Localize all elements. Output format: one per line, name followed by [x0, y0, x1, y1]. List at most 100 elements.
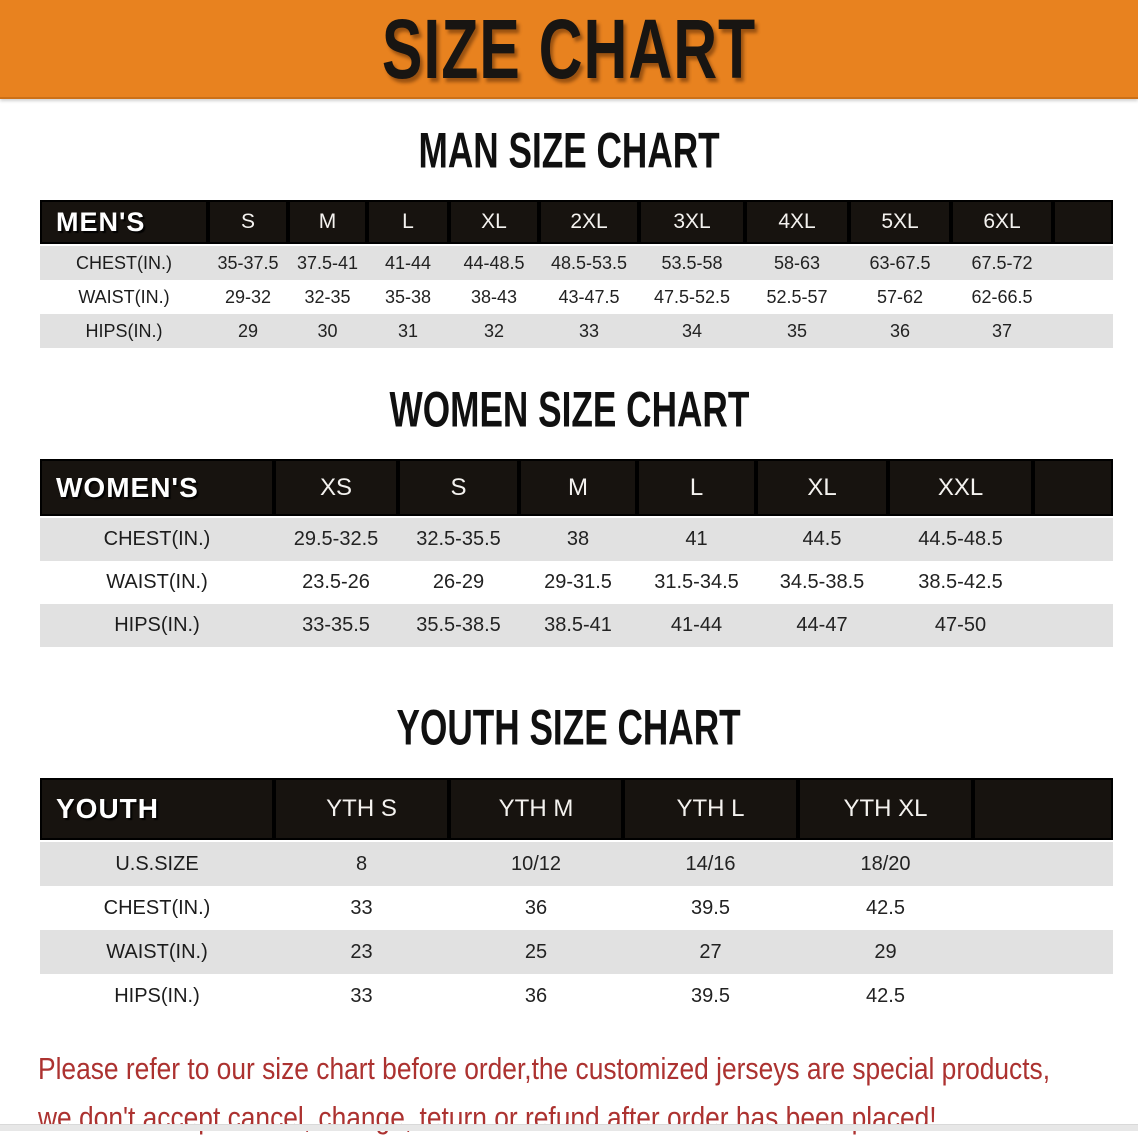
size-cell: 34.5-38.5	[756, 561, 888, 604]
size-column-header: 2XL	[539, 200, 639, 245]
size-column-header: M	[288, 200, 367, 245]
size-cell: 33	[539, 314, 639, 348]
women-size-table-section: WOMEN'S XS S M L XL XXL CHEST(IN.) 29.5-32.5 32.…	[0, 459, 1138, 647]
disclaimer-line-2: we don't accept cancel, change, teturn o…	[38, 1100, 937, 1135]
size-column-header: YTH L	[623, 778, 798, 841]
size-column-header: L	[637, 459, 756, 517]
size-cell: 32	[449, 314, 539, 348]
size-cell: 42.5	[798, 974, 973, 1018]
size-column-header: XL	[449, 200, 539, 245]
size-cell: 29	[798, 930, 973, 974]
row-label: WAIST(IN.)	[40, 280, 208, 314]
spacer-cell	[1053, 314, 1113, 348]
size-column-header: M	[519, 459, 637, 517]
spacer-cell	[1033, 561, 1113, 604]
size-column-header: XS	[274, 459, 398, 517]
size-cell: 32.5-35.5	[398, 516, 519, 561]
women-size-chart-heading: WOMEN SIZE CHART	[389, 382, 749, 438]
youth-size-table-section: YOUTH YTH S YTH M YTH L YTH XL U.S.SIZE 8 10/1…	[0, 778, 1138, 1018]
spacer-cell	[1053, 200, 1113, 245]
size-cell: 31.5-34.5	[637, 561, 756, 604]
size-cell: 23.5-26	[274, 561, 398, 604]
table-row: WAIST(IN.) 23 25 27 29	[40, 930, 1113, 974]
bottom-strip	[0, 1124, 1138, 1131]
size-cell: 33	[274, 974, 449, 1018]
size-cell: 36	[849, 314, 951, 348]
size-cell: 31	[367, 314, 449, 348]
size-cell: 33	[274, 886, 449, 930]
size-cell: 44.5	[756, 516, 888, 561]
size-cell: 30	[288, 314, 367, 348]
size-cell: 35.5-38.5	[398, 604, 519, 647]
spacer-cell	[973, 930, 1113, 974]
size-column-header: 5XL	[849, 200, 951, 245]
spacer-cell	[1053, 244, 1113, 280]
size-cell: 58-63	[745, 244, 849, 280]
spacer-cell	[1033, 516, 1113, 561]
table-row: HIPS(IN.) 33-35.5 35.5-38.5 38.5-41 41-44 44-…	[40, 604, 1113, 647]
size-cell: 39.5	[623, 974, 798, 1018]
men-table-head: MEN'S S M L XL 2XL 3XL 4XL 5XL 6XL	[40, 200, 1113, 245]
size-cell: 35-37.5	[208, 244, 288, 280]
size-cell: 42.5	[798, 886, 973, 930]
size-column-header: YTH XL	[798, 778, 973, 841]
disclaimer: Please refer to our size chart before or…	[38, 1044, 1138, 1142]
size-column-header: YTH M	[449, 778, 623, 841]
size-column-header: XXL	[888, 459, 1033, 517]
size-cell: 52.5-57	[745, 280, 849, 314]
men-size-table: MEN'S S M L XL 2XL 3XL 4XL 5XL 6XL CHEST(IN.) 35-3…	[40, 200, 1113, 348]
group-label: WOMEN'S	[40, 459, 274, 517]
spacer-cell	[1033, 459, 1113, 517]
size-cell: 23	[274, 930, 449, 974]
table-row: CHEST(IN.) 35-37.5 37.5-41 41-44 44-48.5 48.5…	[40, 244, 1113, 280]
size-column-header: 6XL	[951, 200, 1053, 245]
size-cell: 18/20	[798, 840, 973, 886]
group-label: MEN'S	[40, 200, 208, 245]
size-cell: 41-44	[637, 604, 756, 647]
size-column-header: 3XL	[639, 200, 745, 245]
youth-size-table: YOUTH YTH S YTH M YTH L YTH XL U.S.SIZE 8 10/1…	[40, 778, 1113, 1018]
women-size-table: WOMEN'S XS S M L XL XXL CHEST(IN.) 29.5-32.5 32.…	[40, 459, 1113, 647]
youth-table-head: YOUTH YTH S YTH M YTH L YTH XL	[40, 778, 1113, 841]
size-cell: 38.5-41	[519, 604, 637, 647]
size-cell: 38	[519, 516, 637, 561]
spacer-cell	[973, 840, 1113, 886]
size-cell: 62-66.5	[951, 280, 1053, 314]
spacer-cell	[1033, 604, 1113, 647]
table-row: CHEST(IN.) 29.5-32.5 32.5-35.5 38 41 44.5 44.5…	[40, 516, 1113, 561]
spacer-cell	[973, 974, 1113, 1018]
size-cell: 44-48.5	[449, 244, 539, 280]
size-cell: 39.5	[623, 886, 798, 930]
size-cell: 53.5-58	[639, 244, 745, 280]
size-cell: 67.5-72	[951, 244, 1053, 280]
spacer-cell	[973, 778, 1113, 841]
size-cell: 10/12	[449, 840, 623, 886]
size-column-header: S	[398, 459, 519, 517]
table-row: WAIST(IN.) 23.5-26 26-29 29-31.5 31.5-34.5 34…	[40, 561, 1113, 604]
youth-table-body: U.S.SIZE 8 10/12 14/16 18/20 CHEST(IN.) 33 36 39…	[40, 840, 1113, 1018]
row-label: U.S.SIZE	[40, 840, 274, 886]
table-row: WAIST(IN.) 29-32 32-35 35-38 38-43 43-47.5 47.…	[40, 280, 1113, 314]
banner-title: SIZE CHART	[381, 0, 757, 97]
size-cell: 41	[637, 516, 756, 561]
size-cell: 14/16	[623, 840, 798, 886]
youth-size-chart-heading: YOUTH SIZE CHART	[396, 700, 742, 756]
size-cell: 29-32	[208, 280, 288, 314]
spacer-cell	[1053, 280, 1113, 314]
men-table-body: CHEST(IN.) 35-37.5 37.5-41 41-44 44-48.5 48.5…	[40, 244, 1113, 348]
size-cell: 57-62	[849, 280, 951, 314]
table-row: CHEST(IN.) 33 36 39.5 42.5	[40, 886, 1113, 930]
row-label: CHEST(IN.)	[40, 244, 208, 280]
size-cell: 33-35.5	[274, 604, 398, 647]
size-column-header: S	[208, 200, 288, 245]
size-cell: 38-43	[449, 280, 539, 314]
table-row: HIPS(IN.) 33 36 39.5 42.5	[40, 974, 1113, 1018]
table-header-row: YOUTH YTH S YTH M YTH L YTH XL	[40, 778, 1113, 841]
row-label: HIPS(IN.)	[40, 604, 274, 647]
size-cell: 8	[274, 840, 449, 886]
size-cell: 29.5-32.5	[274, 516, 398, 561]
size-cell: 35	[745, 314, 849, 348]
row-label: WAIST(IN.)	[40, 930, 274, 974]
table-header-row: MEN'S S M L XL 2XL 3XL 4XL 5XL 6XL	[40, 200, 1113, 245]
size-cell: 47.5-52.5	[639, 280, 745, 314]
